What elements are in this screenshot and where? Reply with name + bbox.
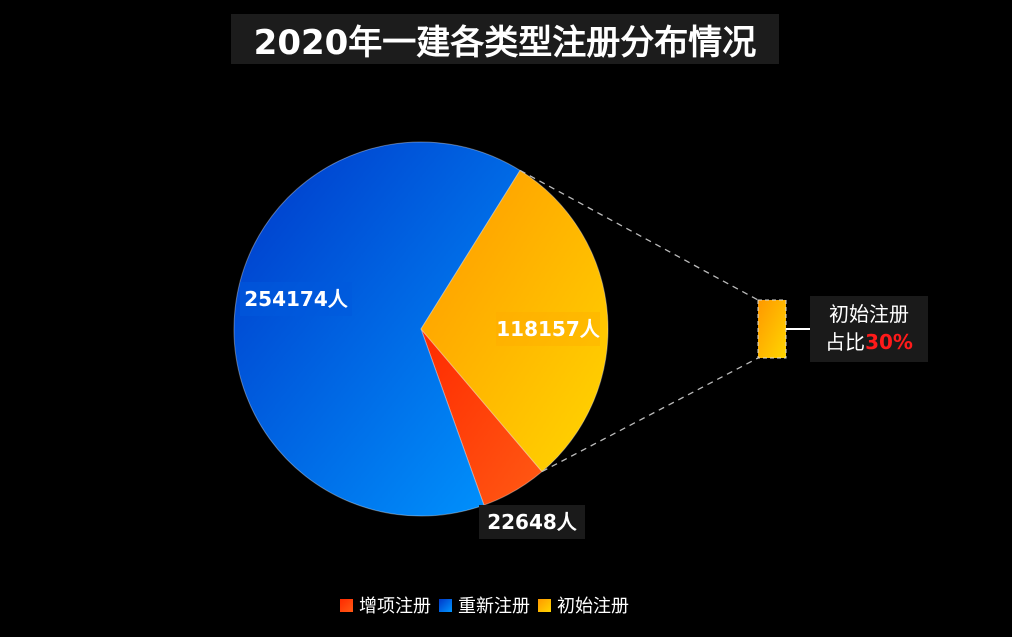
legend-label-1: 重新注册 [458,596,530,617]
slice-label-bg-chushi [496,312,600,346]
pie-slice-chushi[interactable] [420,169,609,473]
slice-label-bg-chongxin [240,282,352,316]
legend: 增项注册 重新注册 初始注册 [340,592,629,618]
callout-line2: 占比30% [810,328,928,356]
callout-box: 初始注册 占比30% [810,296,928,362]
legend-label-2: 初始注册 [557,596,629,617]
callout-line1: 初始注册 [829,302,909,326]
connector-line-bottom [541,357,759,473]
legend-item-chongxin[interactable]: 重新注册 [439,592,530,618]
callout-percent: 30% [865,330,913,354]
legend-item-chushi[interactable]: 初始注册 [538,592,629,618]
pie-slices [233,141,609,517]
pie-slice-chongxin[interactable] [233,141,521,517]
slice-label-bg-zengxiang [479,505,585,539]
callout-connectors [519,169,810,473]
connector-line-top [519,169,759,301]
callout-bar [757,299,787,359]
slice-label-chushi: 118157人 [496,317,600,341]
legend-label-0: 增项注册 [359,596,431,617]
chart-title-box: 2020年一建各类型注册分布情况 [231,14,779,64]
chart-title: 2020年一建各类型注册分布情况 [253,22,757,63]
legend-item-zengxiang[interactable]: 增项注册 [340,592,431,618]
slice-label-chongxin: 254174人 [244,287,348,311]
legend-swatch-0 [340,598,353,612]
slice-label-zengxiang: 22648人 [487,510,578,534]
callout-prefix: 占比 [825,330,866,354]
slice-labels: 22648人 254174人 118157人 [240,282,601,539]
legend-swatch-1 [439,598,452,612]
legend-swatch-2 [538,598,551,612]
